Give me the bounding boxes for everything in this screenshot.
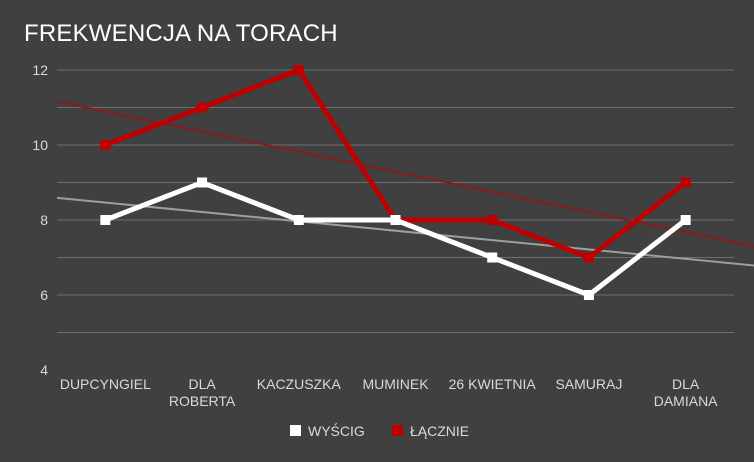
- x-tick-label: 26 KWIETNIA: [449, 376, 537, 392]
- chart-title: FREKWENCJA NA TORACH: [24, 20, 338, 47]
- legend-marker-wyscig: [290, 425, 301, 436]
- x-tick-label: MUMINEK: [362, 376, 429, 392]
- data-point-lacznie: [583, 252, 594, 263]
- data-point-wyscig: [293, 215, 304, 225]
- data-point-lacznie: [100, 140, 111, 150]
- x-tick-label: KACZUSZKA: [257, 376, 342, 392]
- data-point-wyscig: [390, 215, 401, 225]
- x-tick-label: DUPCYNGIEL: [60, 376, 151, 392]
- data-point-lacznie: [680, 177, 691, 188]
- x-tick-label: DLA DAMIANA: [654, 376, 718, 409]
- data-point-lacznie: [487, 215, 498, 225]
- series-line-lacznie: [104, 66, 688, 261]
- x-tick-label: SAMURAJ: [555, 376, 622, 392]
- data-point-lacznie: [293, 65, 304, 75]
- y-tick-label: 8: [40, 212, 48, 228]
- legend-marker-lacznie: [392, 425, 403, 436]
- y-tick-label: 4: [40, 362, 48, 378]
- series-line-wyscig: [104, 179, 688, 298]
- data-point-wyscig: [583, 290, 594, 300]
- x-tick-label: DLA ROBERTA: [169, 376, 236, 409]
- data-point-wyscig: [487, 252, 498, 263]
- data-point-lacznie: [197, 102, 208, 113]
- y-tick-label: 10: [32, 137, 48, 153]
- data-point-wyscig: [197, 177, 208, 188]
- y-tick-label: 6: [40, 287, 48, 303]
- data-point-wyscig: [100, 215, 111, 225]
- y-tick-label: 12: [32, 62, 48, 78]
- data-point-wyscig: [680, 215, 691, 225]
- legend-label-wyscig: WYŚCIG: [308, 422, 365, 439]
- legend-label-lacznie: ŁĄCZNIE: [410, 423, 469, 439]
